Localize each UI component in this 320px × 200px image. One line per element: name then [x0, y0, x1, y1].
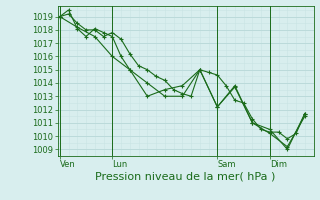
X-axis label: Pression niveau de la mer( hPa ): Pression niveau de la mer( hPa ) — [95, 172, 276, 182]
